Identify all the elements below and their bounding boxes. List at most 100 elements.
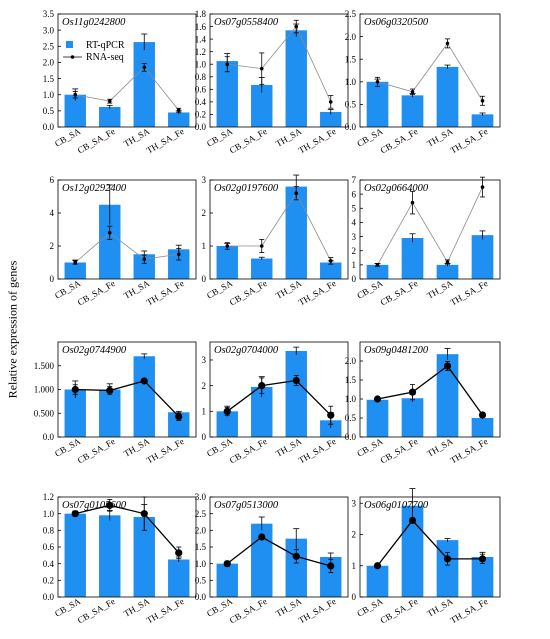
y-tick-label: 1.2 <box>43 492 54 502</box>
bar <box>216 246 238 279</box>
y-tick-label: 0.2 <box>43 576 54 586</box>
x-tick-label: TH_SA_Fe <box>449 126 490 155</box>
y-tick-label: 4 <box>352 218 357 228</box>
y-tick-label: 5 <box>352 203 357 213</box>
y-tick-label: 0.5 <box>345 100 357 110</box>
bar <box>216 563 238 597</box>
x-tick-label: TH_SA_Fe <box>145 436 186 465</box>
bar <box>320 262 342 279</box>
series-line <box>377 42 483 101</box>
x-tick-label: TH_SA_Fe <box>449 436 490 465</box>
y-tick-label: 1.2 <box>195 47 206 57</box>
x-tick-label: CB_SA_Fe <box>228 436 269 465</box>
bar <box>133 356 155 437</box>
y-tick-label: 0.0 <box>43 592 55 602</box>
series-line <box>227 192 332 262</box>
y-tick-label: 2.5 <box>43 41 55 51</box>
panel-title: Os11g0242800 <box>62 17 126 28</box>
y-tick-label: 1.0 <box>43 90 55 100</box>
bar <box>285 30 307 128</box>
y-tick-label: 1.000 <box>34 385 55 395</box>
bar <box>99 106 121 127</box>
panel-title: Os06g0320500 <box>364 17 429 28</box>
series-line <box>227 25 332 103</box>
data-point <box>375 80 380 84</box>
y-tick-label: 0.0 <box>43 122 55 132</box>
bar <box>401 95 424 127</box>
bar <box>285 350 307 437</box>
series-line <box>226 536 331 567</box>
bar <box>64 389 86 437</box>
bar <box>366 264 389 279</box>
y-tick-label: 0 <box>202 432 207 442</box>
bar <box>285 186 307 279</box>
bar <box>401 237 424 279</box>
x-tick-label: CB_SA_Fe <box>228 278 269 307</box>
x-tick-label: CB_SA_Fe <box>228 596 269 625</box>
plot-frame <box>209 341 349 438</box>
data-point <box>410 89 415 94</box>
data-point <box>107 231 112 235</box>
bar <box>168 412 190 437</box>
y-tick-label: 6 <box>352 189 357 199</box>
x-tick-label: TH_SA_Fe <box>449 596 490 625</box>
y-tick-label: 3.0 <box>43 25 55 35</box>
y-tick-label: 0.0 <box>345 122 357 132</box>
x-tick-label: CB_SA_Fe <box>379 126 420 155</box>
bar <box>168 249 190 279</box>
y-tick-label: 1 <box>202 241 207 251</box>
data-point <box>176 252 181 257</box>
y-tick-label: 7 <box>352 175 357 185</box>
plot-frame <box>359 341 501 438</box>
bar <box>471 557 494 597</box>
series-line <box>74 232 179 263</box>
y-tick-label: 1.8 <box>195 9 207 19</box>
y-tick-label: 2.0 <box>195 526 207 536</box>
bar <box>133 254 155 279</box>
y-tick-label: 0 <box>352 274 357 284</box>
bar <box>168 559 190 597</box>
bar <box>216 61 238 128</box>
x-tick-label: TH_SA_Fe <box>145 278 186 307</box>
data-point <box>292 552 300 560</box>
data-point <box>107 99 112 103</box>
y-tick-label: 0.4 <box>43 559 55 569</box>
panel-title: Os02g0197600 <box>214 183 279 194</box>
x-tick-label: CB_SA_Fe <box>76 278 117 307</box>
y-tick-label: 0.8 <box>43 526 55 536</box>
y-tick-label: 4 <box>50 208 55 218</box>
x-tick-label: CB_SA_Fe <box>379 596 420 625</box>
bar <box>401 505 424 597</box>
y-tick-label: 2.0 <box>345 356 357 366</box>
plot-frame <box>209 179 349 280</box>
y-tick-label: 1.0 <box>345 77 357 87</box>
y-tick-label: 1.5 <box>195 542 207 552</box>
data-point <box>106 501 114 509</box>
panel-title: Os07g0105600 <box>62 500 127 511</box>
bar <box>99 204 121 279</box>
y-tick-label: 1.5 <box>43 74 55 84</box>
data-point <box>223 407 231 415</box>
x-tick-label: TH_SA_Fe <box>297 278 338 307</box>
x-tick-label: CB_SA_Fe <box>379 278 420 307</box>
series-line <box>226 379 332 416</box>
series-line <box>75 66 180 111</box>
y-tick-label: 0.0 <box>345 432 357 442</box>
panel-title: Os02g0744900 <box>62 345 127 356</box>
plot-frame <box>209 13 349 128</box>
bar <box>64 262 86 279</box>
legend-bar-label: RT-qPCR <box>86 40 125 51</box>
data-point <box>71 385 79 394</box>
data-point <box>445 260 450 264</box>
data-point <box>478 411 487 419</box>
bar <box>216 411 238 437</box>
data-point <box>225 244 230 248</box>
y-tick-label: 0.2 <box>195 110 206 120</box>
x-tick-label: CB_SA_Fe <box>76 436 117 465</box>
y-tick-label: 1 <box>352 260 357 270</box>
series-line <box>75 504 180 554</box>
